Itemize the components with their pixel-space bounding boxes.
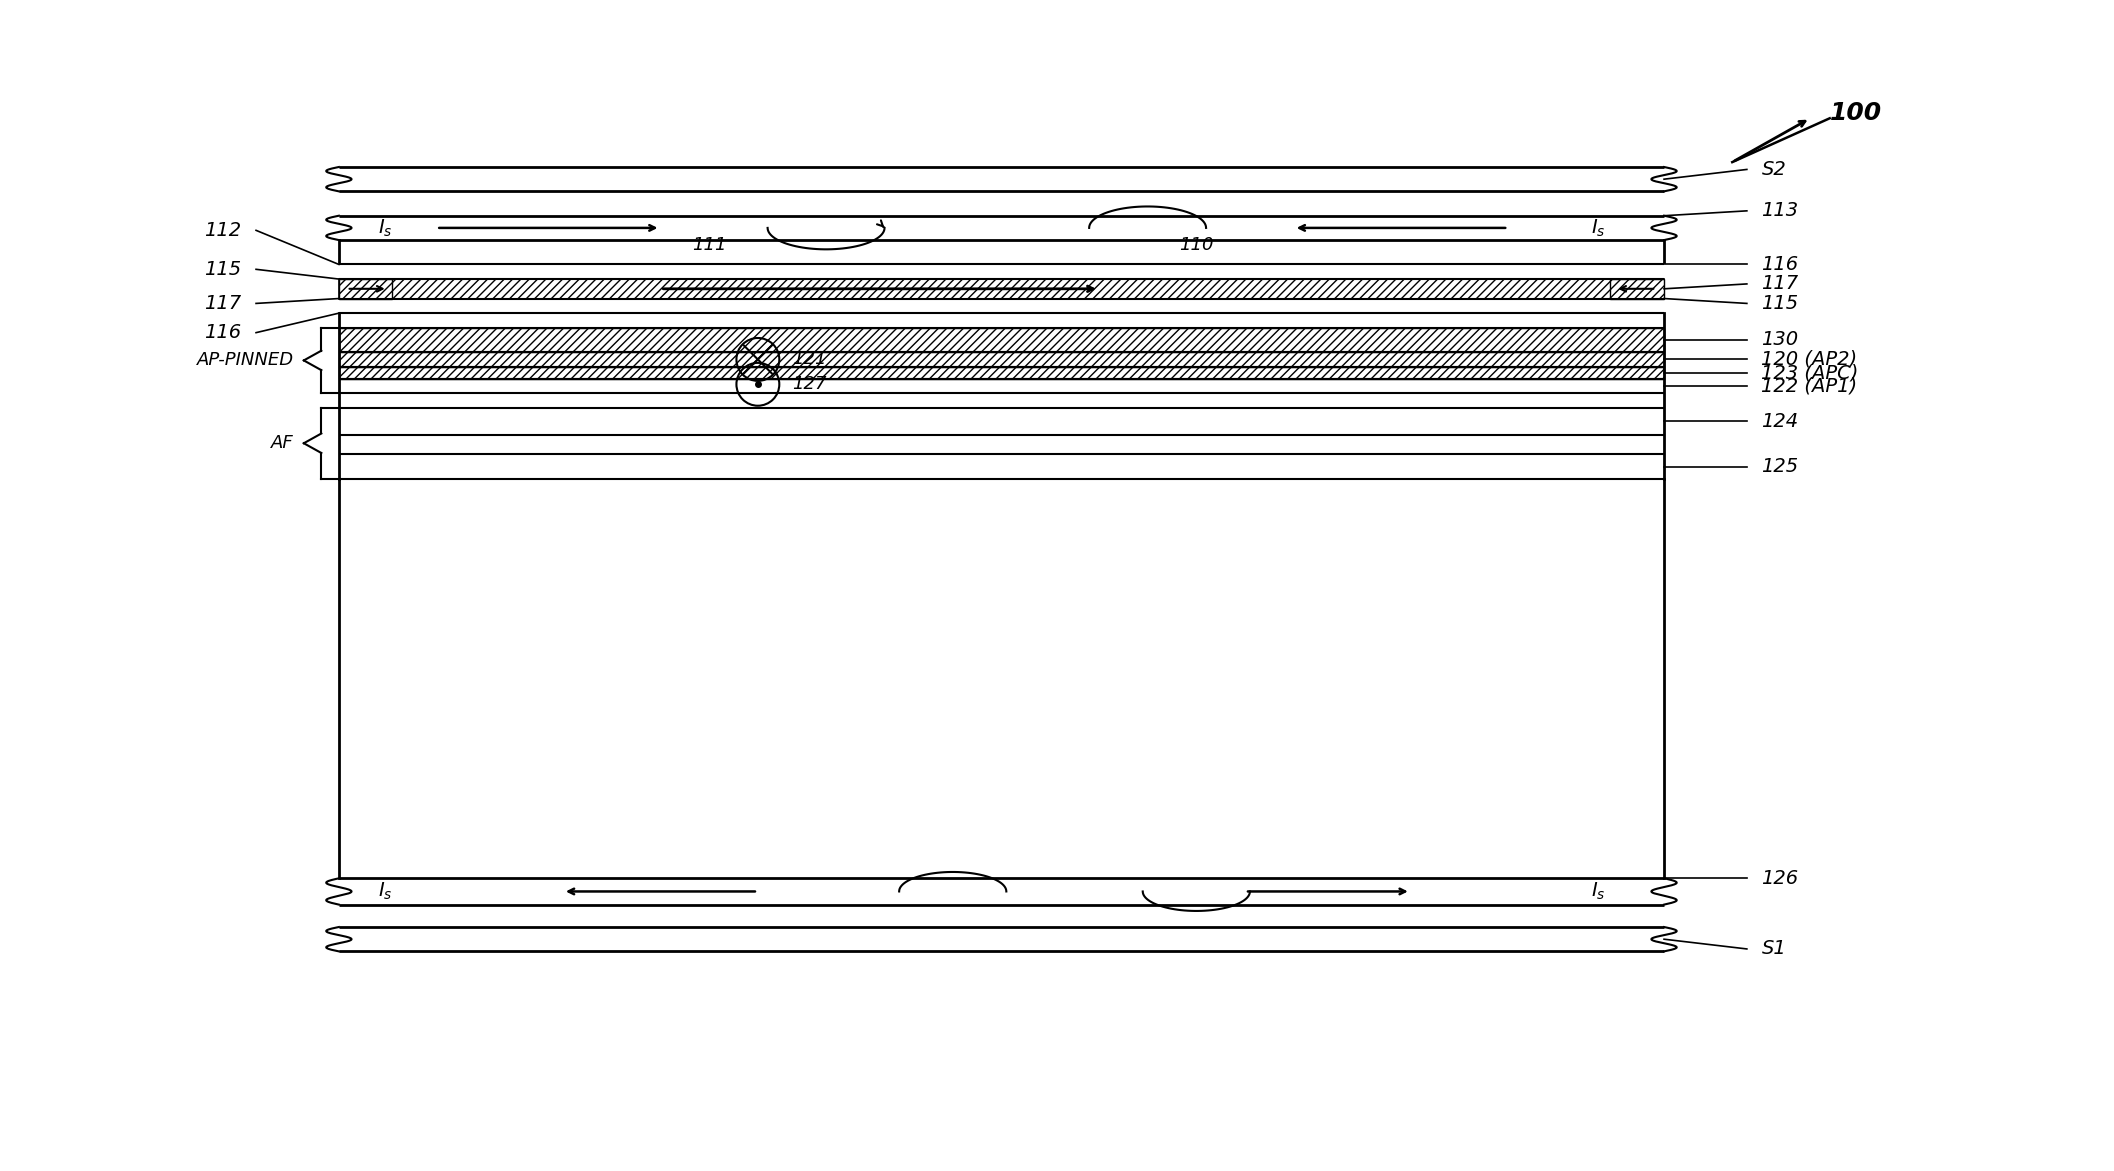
Text: 122 (AP1): 122 (AP1) — [1761, 377, 1858, 396]
Text: S2: S2 — [1761, 160, 1786, 179]
Text: S1: S1 — [1761, 939, 1786, 958]
Text: AP-PINNED: AP-PINNED — [197, 351, 294, 369]
Text: AF: AF — [271, 434, 294, 452]
Text: 130: 130 — [1761, 330, 1799, 349]
Bar — [338, 352, 1664, 367]
Text: $I_s$: $I_s$ — [378, 881, 393, 902]
Text: 110: 110 — [1180, 235, 1213, 254]
Text: 111: 111 — [691, 235, 727, 254]
Bar — [338, 279, 393, 299]
Text: 124: 124 — [1761, 412, 1799, 431]
Text: 115: 115 — [1761, 294, 1799, 313]
Text: 112: 112 — [205, 221, 241, 240]
Text: 115: 115 — [205, 260, 241, 279]
Text: 117: 117 — [205, 294, 241, 313]
Bar — [338, 328, 1664, 352]
Text: 121: 121 — [793, 350, 827, 369]
Text: $I_s$: $I_s$ — [1592, 218, 1605, 239]
Text: $I_s$: $I_s$ — [1592, 881, 1605, 902]
Bar — [338, 279, 1664, 299]
Text: 113: 113 — [1761, 201, 1799, 220]
Text: 123 (APC): 123 (APC) — [1761, 363, 1858, 383]
Text: 117: 117 — [1761, 274, 1799, 294]
Text: $I_s$: $I_s$ — [378, 218, 393, 239]
Text: 125: 125 — [1761, 457, 1799, 477]
Text: 116: 116 — [205, 323, 241, 342]
Text: 120 (AP2): 120 (AP2) — [1761, 350, 1858, 369]
Text: 127: 127 — [793, 375, 827, 393]
Text: 116: 116 — [1761, 255, 1799, 274]
Bar — [1611, 279, 1664, 299]
Text: 100: 100 — [1831, 102, 1881, 125]
Text: 126: 126 — [1761, 869, 1799, 888]
Bar — [338, 367, 1664, 379]
